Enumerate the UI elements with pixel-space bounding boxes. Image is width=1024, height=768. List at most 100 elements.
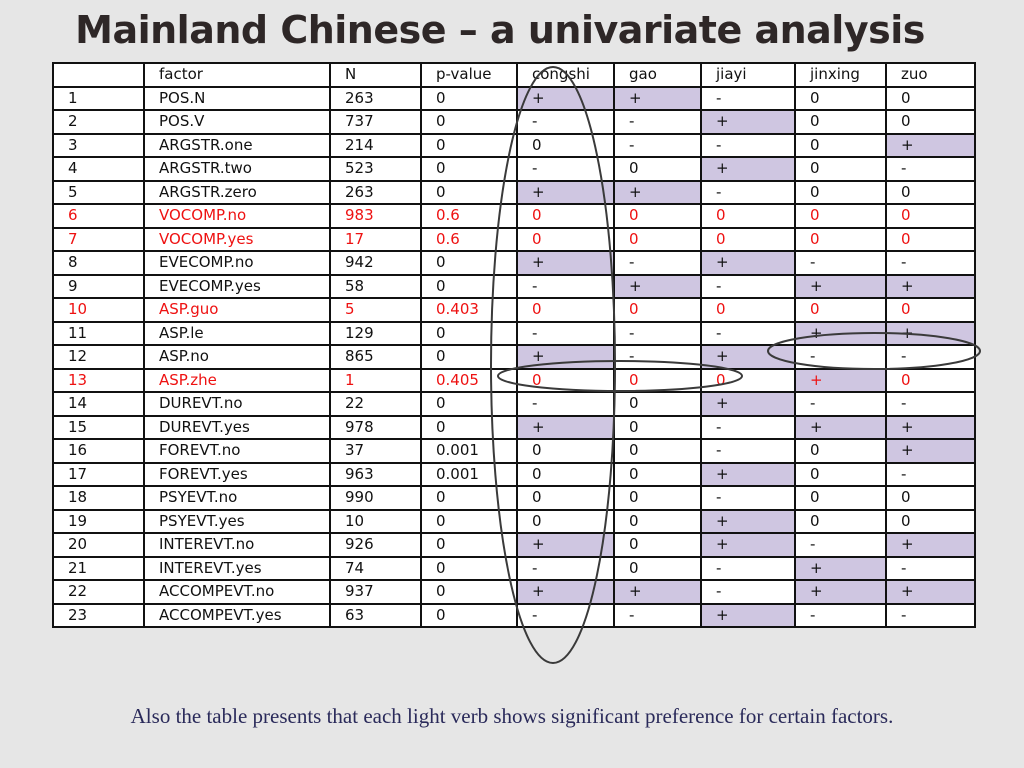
table-row: 21 INTEREVT.yes 74 0-0- + -: [52, 555, 976, 581]
table-cell: +: [516, 414, 615, 440]
table-row: 16 FOREVT.no 37 0.001 0 0-0 +: [52, 438, 976, 464]
table-cell: -: [613, 250, 702, 276]
table-cell: 0: [420, 320, 518, 346]
table-cell: -: [516, 320, 615, 346]
table-cell: 0: [420, 555, 518, 581]
table-cell: 865: [329, 344, 422, 370]
table-cell: 963: [329, 461, 422, 487]
table-cell: -: [613, 132, 702, 158]
table-cell: +: [885, 132, 976, 158]
table-cell: -: [794, 250, 887, 276]
table-cell: 0: [794, 461, 887, 487]
table-cell: -: [700, 555, 796, 581]
table-cell: +: [700, 156, 796, 182]
table-cell: 17: [52, 461, 145, 487]
table-cell: 16: [52, 438, 145, 464]
table-cell: +: [516, 579, 615, 605]
table-cell: 737: [329, 109, 422, 135]
table-row: 8 EVECOMP.no 942 0 + - + - -: [52, 250, 976, 276]
table-cell: -: [885, 602, 976, 628]
table-row: 5 ARGSTR.zero 263 0 + + -0 0: [52, 179, 976, 205]
table-cell: 0.403: [420, 297, 518, 323]
table-cell: +: [885, 320, 976, 346]
table-cell: +: [700, 508, 796, 534]
table-cell: +: [794, 579, 887, 605]
table-cell: 7: [52, 226, 145, 252]
table-cell: -: [516, 273, 615, 299]
table-cell: 10: [329, 508, 422, 534]
table-cell: PSYEVT.no: [143, 485, 331, 511]
table-cell: 10: [52, 297, 145, 323]
slide-caption: Also the table presents that each light …: [130, 704, 894, 728]
table-cell: +: [613, 179, 702, 205]
table-cell: 0: [420, 344, 518, 370]
table-cell: 0: [794, 132, 887, 158]
table-cell: 0: [794, 226, 887, 252]
table-cell: 0: [794, 508, 887, 534]
table-cell: ASP.no: [143, 344, 331, 370]
table-row: 1 POS.N 263 0 + + -0 0: [52, 85, 976, 111]
table-cell: FOREVT.no: [143, 438, 331, 464]
table-cell: 0: [794, 85, 887, 111]
table-cell: 263: [329, 85, 422, 111]
table-cell: ASP.le: [143, 320, 331, 346]
table-cell: 0: [700, 203, 796, 229]
table-cell: 6: [52, 203, 145, 229]
table-cell: 0: [613, 485, 702, 511]
table-cell: 5: [329, 297, 422, 323]
table-cell: 0: [516, 226, 615, 252]
table-cell: -: [885, 156, 976, 182]
column-header: zuo: [885, 62, 976, 88]
table-cell: 990: [329, 485, 422, 511]
table-cell: -: [700, 179, 796, 205]
table-cell: 11: [52, 320, 145, 346]
table-cell: 0: [516, 203, 615, 229]
table-cell: +: [794, 414, 887, 440]
table-cell: 0: [794, 203, 887, 229]
table-cell: 0: [420, 179, 518, 205]
table-row: 18 PSYEVT.no 990 0 0 0-0 0: [52, 485, 976, 511]
table-cell: 0: [700, 297, 796, 323]
column-header: gao: [613, 62, 702, 88]
table-cell: INTEREVT.yes: [143, 555, 331, 581]
table-cell: 0.6: [420, 203, 518, 229]
table-row: 7 VOCOMP.yes 17 0.6 0 0 0 0 0: [52, 226, 976, 252]
table-cell: 0: [700, 367, 796, 393]
table-cell: -: [885, 250, 976, 276]
table-cell: 0: [885, 485, 976, 511]
table-cell: 18: [52, 485, 145, 511]
table-cell: 0: [420, 273, 518, 299]
table-cell: +: [516, 344, 615, 370]
table-cell: 0: [794, 297, 887, 323]
table-cell: 937: [329, 579, 422, 605]
table-cell: +: [794, 273, 887, 299]
table-cell: -: [516, 156, 615, 182]
column-header: jinxing: [794, 62, 887, 88]
column-header: p-value: [420, 62, 518, 88]
table-cell: 0: [613, 156, 702, 182]
table-cell: -: [613, 109, 702, 135]
table-cell: -: [700, 320, 796, 346]
table-cell: -: [613, 320, 702, 346]
table-cell: +: [700, 109, 796, 135]
table-cell: +: [700, 344, 796, 370]
table-cell: 37: [329, 438, 422, 464]
table-cell: 0: [420, 485, 518, 511]
table-cell: 22: [329, 391, 422, 417]
table-cell: +: [885, 414, 976, 440]
table-cell: -: [516, 555, 615, 581]
table-cell: 0: [613, 461, 702, 487]
table-cell: DUREVT.no: [143, 391, 331, 417]
table-row: 22 ACCOMPEVT.no 937 0 + + - + +: [52, 579, 976, 605]
table-cell: 0: [794, 485, 887, 511]
table-cell: ARGSTR.two: [143, 156, 331, 182]
table-cell: 0: [516, 132, 615, 158]
table-cell: -: [794, 391, 887, 417]
table-cell: 0: [420, 132, 518, 158]
table-cell: +: [516, 85, 615, 111]
column-header: N: [329, 62, 422, 88]
table-cell: 0: [420, 250, 518, 276]
table-cell: 0: [700, 226, 796, 252]
table-cell: -: [885, 391, 976, 417]
table-cell: 0: [613, 391, 702, 417]
